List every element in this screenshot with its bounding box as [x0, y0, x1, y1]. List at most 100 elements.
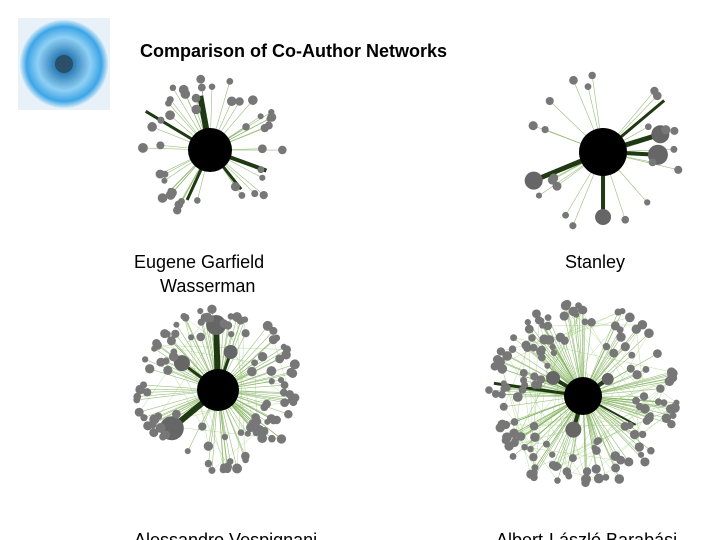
node	[616, 332, 626, 342]
node	[208, 83, 216, 91]
node	[593, 473, 604, 484]
node	[674, 165, 683, 174]
node	[536, 346, 546, 357]
node	[156, 141, 165, 150]
edge	[138, 337, 192, 413]
node	[181, 313, 190, 322]
node	[619, 308, 626, 315]
node	[268, 335, 278, 345]
node	[155, 423, 166, 433]
node	[614, 474, 625, 484]
node	[656, 384, 665, 393]
edge	[575, 314, 672, 425]
node	[278, 376, 285, 384]
node	[562, 299, 572, 309]
node	[535, 192, 543, 199]
node	[555, 332, 566, 343]
node	[157, 116, 165, 124]
node	[276, 434, 287, 444]
node	[634, 442, 644, 452]
node	[278, 145, 287, 155]
node	[616, 326, 624, 334]
node	[652, 91, 662, 101]
edge	[586, 440, 600, 472]
node	[628, 351, 636, 359]
node	[262, 320, 273, 331]
node	[208, 466, 216, 474]
node	[133, 392, 142, 401]
node	[510, 418, 519, 426]
node	[268, 378, 275, 385]
node	[629, 429, 640, 440]
edge	[558, 450, 597, 467]
hub-node	[197, 369, 239, 411]
node	[509, 453, 517, 460]
node	[644, 328, 654, 339]
node	[134, 407, 144, 417]
node	[280, 398, 290, 408]
node	[549, 343, 556, 351]
node	[527, 445, 534, 453]
node	[620, 422, 630, 431]
node	[528, 334, 536, 342]
node	[197, 318, 205, 326]
node	[266, 366, 277, 376]
network-label: Wasserman	[160, 276, 256, 296]
node	[143, 421, 153, 431]
node	[511, 437, 519, 445]
node	[290, 393, 300, 403]
node	[602, 342, 611, 351]
node	[581, 318, 589, 326]
node	[251, 190, 259, 198]
coauthor-node	[601, 373, 614, 386]
node	[502, 351, 513, 361]
node	[188, 334, 195, 341]
node	[593, 438, 601, 446]
node	[237, 429, 245, 436]
node	[554, 477, 561, 484]
node	[640, 457, 650, 467]
node	[165, 110, 175, 121]
edge	[211, 429, 260, 471]
node	[504, 441, 514, 451]
node	[559, 311, 569, 321]
node	[166, 336, 176, 346]
node	[204, 459, 213, 468]
node	[669, 412, 677, 419]
node	[544, 335, 555, 345]
node	[286, 367, 296, 377]
node	[197, 83, 206, 92]
node	[221, 433, 229, 441]
node	[269, 326, 278, 335]
node	[609, 348, 619, 358]
edge	[565, 305, 643, 435]
node	[163, 365, 173, 375]
node	[587, 318, 596, 327]
node	[219, 319, 229, 328]
node	[550, 349, 558, 357]
node	[502, 432, 512, 443]
node	[666, 367, 677, 377]
node	[191, 104, 202, 115]
node	[197, 307, 204, 315]
node	[538, 353, 546, 362]
node	[491, 390, 500, 398]
node	[143, 388, 152, 397]
node	[648, 158, 657, 167]
node	[242, 123, 250, 131]
node	[523, 343, 532, 352]
node	[591, 444, 598, 451]
node	[660, 399, 668, 407]
node	[545, 96, 554, 106]
node	[257, 166, 265, 174]
node	[581, 474, 591, 485]
node	[226, 96, 237, 107]
node	[228, 330, 235, 338]
node	[180, 89, 191, 99]
node	[549, 173, 559, 183]
node	[536, 375, 546, 384]
node	[226, 458, 234, 465]
node	[521, 443, 528, 451]
node	[251, 359, 258, 367]
